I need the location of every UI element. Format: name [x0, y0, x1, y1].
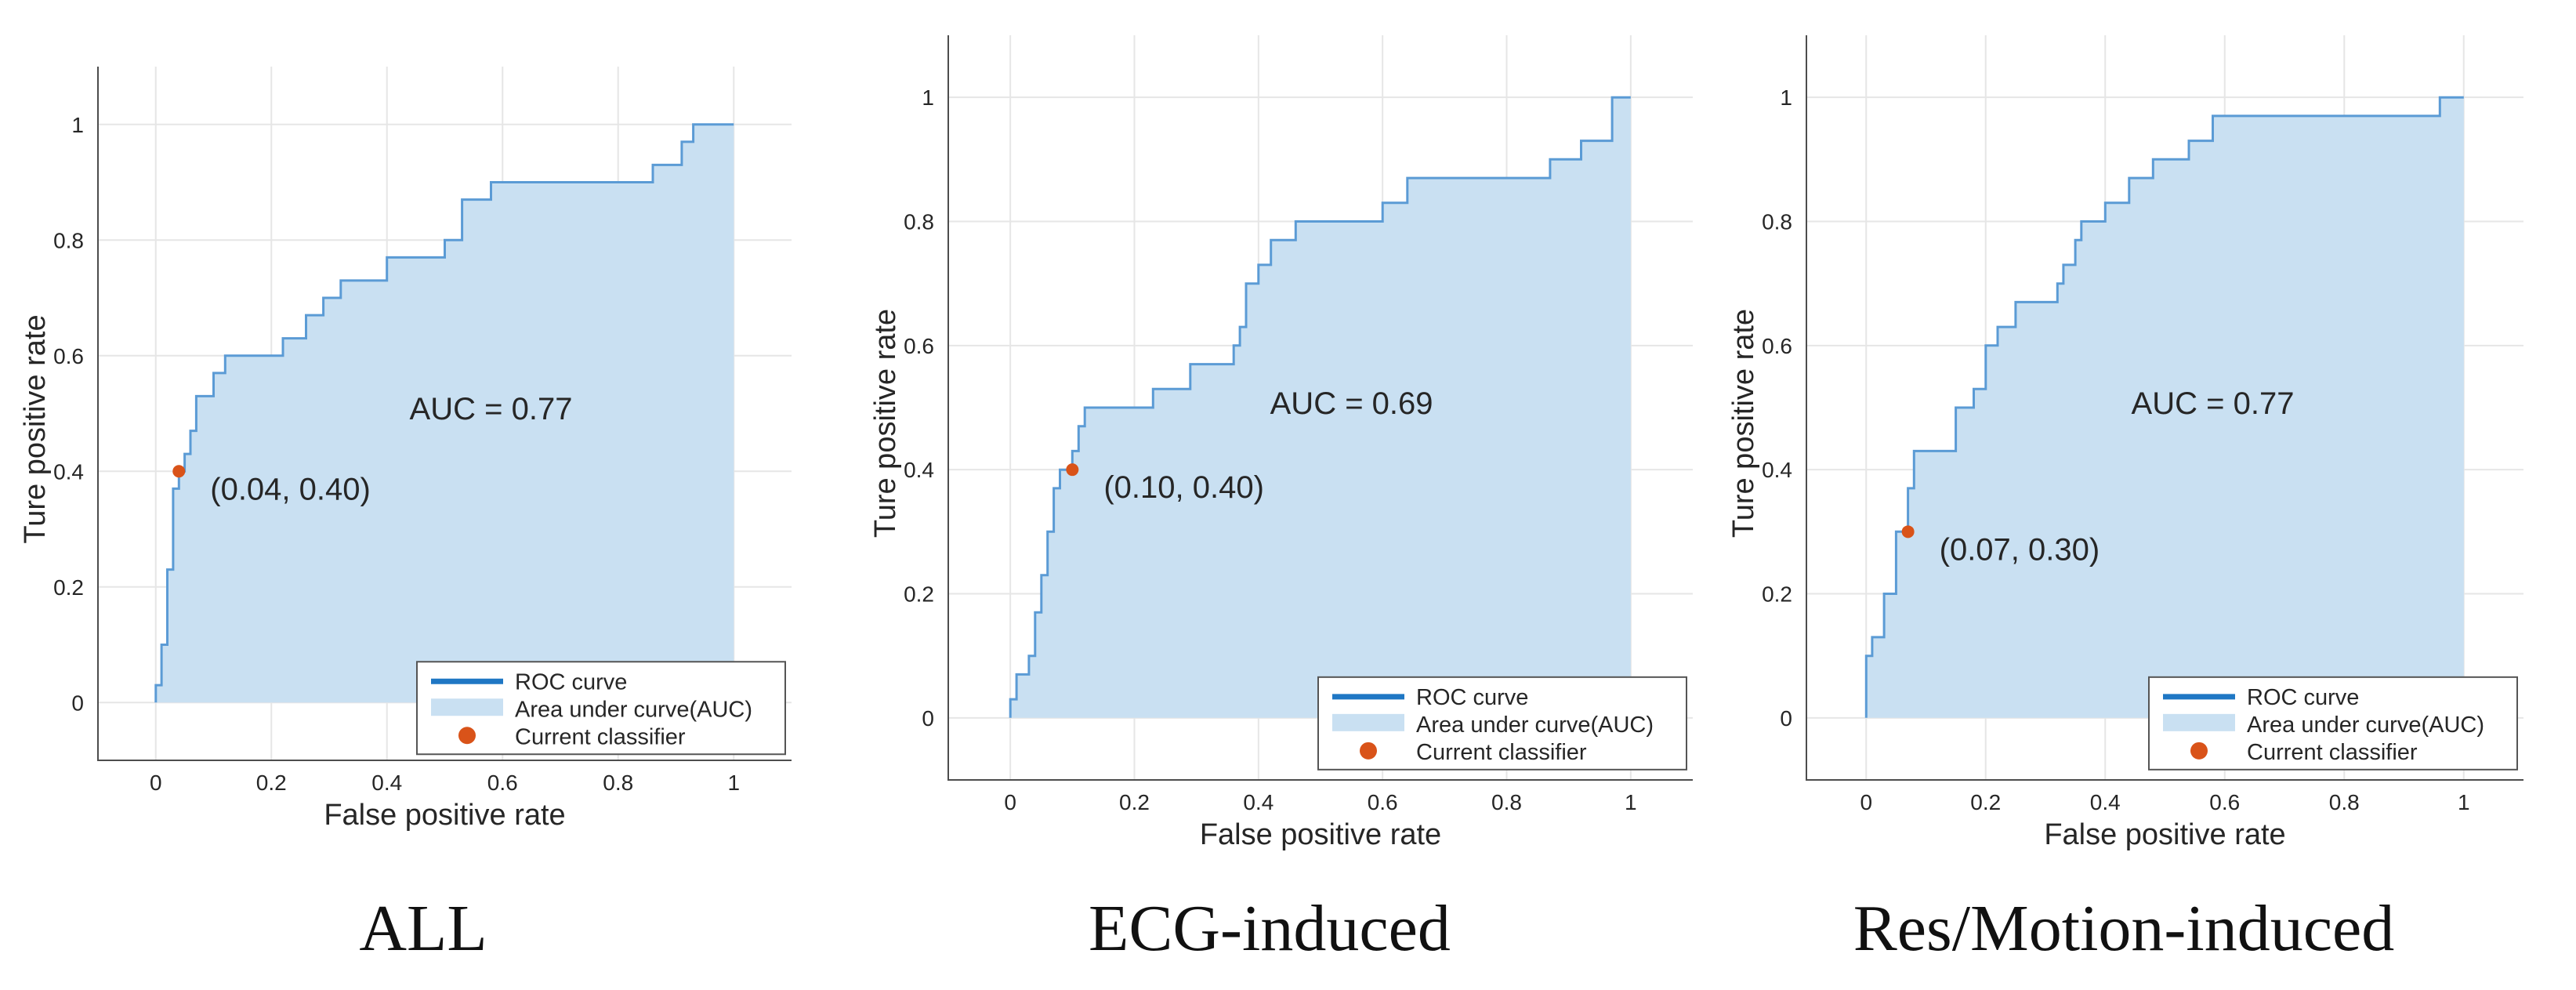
classifier-label: (0.04, 0.40) [210, 472, 371, 506]
auc-area [1866, 97, 2464, 718]
y-tick-label: 0.2 [904, 582, 934, 607]
y-tick-label: 0.2 [1762, 582, 1792, 607]
y-tick-label: 1 [71, 113, 84, 137]
caption-res-motion-induced: Res/Motion-induced [1853, 892, 2395, 965]
x-tick-label: 1 [2458, 790, 2470, 814]
x-tick-label: 0 [1860, 790, 1872, 814]
legend-auc-swatch [2163, 713, 2235, 731]
panel-all: 0 0.2 0.4 0.6 0.8 1 0 0.2 0.4 0.6 0.8 1 (0.04, 0.40)… [19, 67, 792, 832]
panel-ecg-induced: 0 0.2 0.4 0.6 0.8 1 0 0.2 0.4 0.6 0.8 1 (0.10, 0.40)… [869, 35, 1693, 851]
axes-frame [97, 67, 792, 761]
axes-frame [947, 35, 1693, 781]
x-tick-label: 0.8 [2329, 790, 2360, 814]
legend-classifier-swatch [2190, 742, 2208, 760]
y-tick-label: 0.8 [1762, 210, 1792, 234]
x-tick-label: 1 [1625, 790, 1637, 814]
legend-entry-label: Area under curve(AUC) [1416, 713, 1654, 738]
classifier-label: (0.07, 0.30) [1940, 532, 2100, 567]
legend-entry-label: ROC curve [515, 669, 627, 694]
classifier-point [172, 465, 186, 478]
y-axis-label: Ture positive rate [1727, 309, 1760, 538]
legend-entry-label: ROC curve [1416, 685, 1528, 710]
x-tick-label: 0.4 [1243, 790, 1274, 814]
legend-entry-label: Current classifier [2247, 740, 2418, 765]
roc-curve-line [154, 123, 734, 703]
legend-entry-label: Current classifier [1416, 740, 1587, 765]
x-tick-label: 0 [150, 771, 162, 795]
legend-classifier-swatch [1360, 742, 1377, 760]
classifier-point [1901, 525, 1915, 539]
auc-area [1010, 97, 1631, 718]
y-tick-label: 0.2 [53, 575, 84, 600]
x-axis-label: False positive rate [1200, 818, 1441, 851]
y-tick-label: 1 [1780, 85, 1792, 110]
y-axis-label: Ture positive rate [869, 309, 902, 538]
classifier-label: (0.10, 0.40) [1103, 470, 1264, 505]
auc-label: AUC = 0.77 [2132, 386, 2295, 421]
x-tick-label: 1 [727, 771, 740, 795]
x-tick-label: 0.4 [371, 771, 402, 795]
x-tick-label: 0.4 [2090, 790, 2121, 814]
caption-all: ALL [359, 892, 487, 965]
x-tick-label: 0.8 [603, 771, 633, 795]
caption-ecg-induced: ECG-induced [1089, 892, 1451, 965]
classifier-point [1066, 463, 1079, 477]
y-tick-label: 0.6 [53, 344, 84, 368]
auc-label: AUC = 0.77 [410, 392, 573, 426]
y-tick-label: 0.6 [904, 334, 934, 358]
legend-auc-swatch [1332, 713, 1404, 731]
y-tick-label: 0.8 [53, 228, 84, 252]
panel-res-motion-induced: 0 0.2 0.4 0.6 0.8 1 0 0.2 0.4 0.6 0.8 1 (0.07, 0.30)… [1727, 35, 2523, 851]
y-tick-label: 1 [922, 85, 934, 110]
x-axis-label: False positive rate [324, 799, 565, 832]
x-tick-label: 0.6 [487, 771, 518, 795]
y-tick-label: 0.4 [53, 459, 84, 484]
y-tick-label: 0.8 [904, 210, 934, 234]
x-tick-label: 0.6 [2209, 790, 2240, 814]
x-axis-label: False positive rate [2044, 818, 2285, 851]
y-axis-label: Ture positive rate [19, 314, 52, 543]
y-tick-label: 0 [71, 691, 84, 715]
legend-auc-swatch [431, 698, 503, 716]
y-tick-label: 0 [922, 706, 934, 731]
x-tick-label: 0.6 [1368, 790, 1398, 814]
legend-entry-label: ROC curve [2247, 685, 2359, 710]
y-tick-label: 0.4 [1762, 458, 1792, 482]
x-tick-label: 0.2 [1970, 790, 2001, 814]
axes-frame [1806, 35, 2523, 781]
legend-entry-label: Current classifier [515, 724, 686, 749]
x-tick-label: 0 [1004, 790, 1016, 814]
x-tick-label: 0.8 [1491, 790, 1522, 814]
auc-area [155, 124, 734, 703]
legend-entry-label: Area under curve(AUC) [2247, 713, 2484, 738]
y-tick-label: 0.4 [904, 458, 934, 482]
y-tick-label: 0.6 [1762, 334, 1792, 358]
x-tick-label: 0.2 [256, 771, 287, 795]
x-tick-label: 0.2 [1119, 790, 1150, 814]
y-tick-label: 0 [1780, 706, 1792, 731]
auc-label: AUC = 0.69 [1270, 386, 1433, 421]
roc-curve-line [1009, 96, 1631, 718]
legend-classifier-swatch [458, 727, 476, 745]
roc-curve-line [1864, 96, 2464, 718]
legend-entry-label: Area under curve(AUC) [515, 697, 752, 722]
